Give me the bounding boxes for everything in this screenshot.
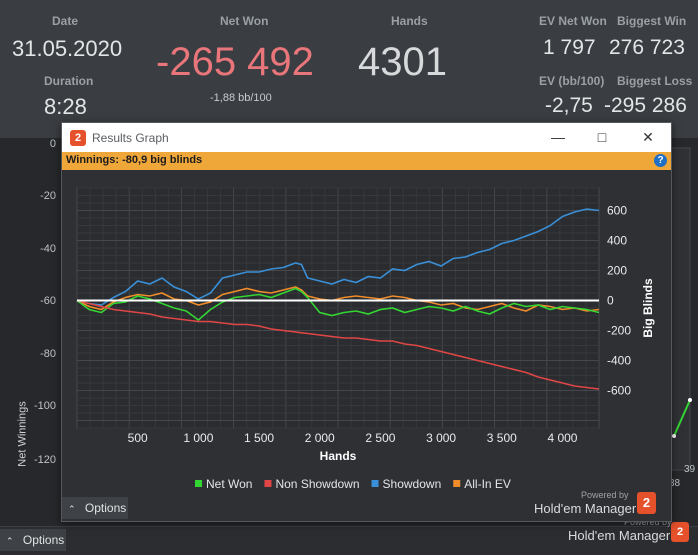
x-tick-label: 2 500 bbox=[365, 431, 395, 445]
legend-label-net-won: Net Won bbox=[206, 477, 252, 491]
x-axis-title: Hands bbox=[320, 449, 357, 463]
x-tick-label: 1 500 bbox=[244, 431, 274, 445]
ev-bb100-value: -2,75 bbox=[545, 94, 593, 117]
biggest-loss-label: Biggest Loss bbox=[617, 74, 693, 88]
bg-ytick: -80 bbox=[40, 348, 56, 360]
y-tick-label: -200 bbox=[607, 324, 631, 338]
bg-ytick: -120 bbox=[33, 454, 56, 466]
legend-label-showdown: Showdown bbox=[383, 477, 442, 491]
date-value: 31.05.2020 bbox=[12, 36, 123, 61]
window-title: Results Graph bbox=[92, 131, 169, 145]
y-tick-label: 200 bbox=[607, 264, 627, 278]
series-line-showdown bbox=[76, 208, 600, 306]
window-titlebar[interactable]: 2 Results Graph — □ ✕ bbox=[62, 123, 671, 152]
x-tick-label: 3 000 bbox=[426, 431, 456, 445]
winnings-banner: Winnings: -80,9 big blinds ? bbox=[62, 152, 671, 170]
bottom-brand: Hold'em Manager bbox=[568, 528, 671, 543]
y-tick-label: -400 bbox=[607, 354, 631, 368]
bg-xtick: 39 bbox=[684, 464, 696, 475]
brand-name: Hold'em Manager bbox=[534, 501, 637, 516]
duration-value: 8:28 bbox=[44, 94, 87, 119]
bottom-bar: ⌃ Options Powered by Hold'em Manager 2 bbox=[0, 517, 698, 555]
chevron-up-icon: ⌃ bbox=[68, 504, 76, 514]
net-won-label: Net Won bbox=[220, 14, 269, 28]
x-tick-label: 500 bbox=[128, 431, 148, 445]
results-chart: 500 1 000 1 500 2 000 2 500 3 000 3 500 4 000 60… bbox=[76, 187, 655, 491]
options-button[interactable]: ⌃ Options bbox=[62, 497, 128, 519]
duration-label: Duration bbox=[44, 74, 94, 88]
bg-ytick: -20 bbox=[40, 190, 56, 202]
ev-net-won-value: 1 797 bbox=[543, 36, 596, 59]
plot-area: 500 1 000 1 500 2 000 2 500 3 000 3 500 4 000 60… bbox=[62, 170, 671, 521]
stats-panel: Date 31.05.2020 Duration 8:28 Net Won -2… bbox=[0, 0, 698, 138]
bottom-options-label: Options bbox=[22, 533, 65, 547]
legend-label-all-in-ev: All-In EV bbox=[464, 477, 511, 491]
net-won-value: -265 492 bbox=[156, 40, 314, 84]
y-tick-label: 600 bbox=[607, 204, 627, 218]
legend-swatch-all-in-ev bbox=[453, 480, 461, 487]
y-tick-label: 400 bbox=[607, 234, 627, 248]
bottom-powered-by: Powered by bbox=[624, 517, 672, 527]
chevron-up-icon: ⌃ bbox=[6, 536, 14, 546]
hands-label: Hands bbox=[391, 14, 428, 28]
bg-ytick: -100 bbox=[33, 400, 56, 412]
powered-by: Powered by bbox=[581, 490, 629, 500]
legend-label-non-showdown: Non Showdown bbox=[275, 477, 359, 491]
help-icon[interactable]: ? bbox=[654, 154, 667, 167]
y-tick-label: -600 bbox=[607, 384, 631, 398]
biggest-loss-value: -295 286 bbox=[604, 94, 687, 117]
bottom-options-button[interactable]: ⌃ Options bbox=[0, 529, 66, 551]
x-tick-label: 3 500 bbox=[487, 431, 517, 445]
biggest-win-value: 276 723 bbox=[609, 36, 685, 59]
y-tick-label: 0 bbox=[607, 294, 614, 308]
series-line-non-showdown bbox=[76, 299, 600, 390]
options-label: Options bbox=[84, 501, 127, 515]
maximize-icon[interactable]: □ bbox=[597, 129, 607, 145]
bg-chart-svg bbox=[667, 147, 692, 471]
bg-ytick: 0 bbox=[49, 138, 56, 150]
ev-bb100-label: EV (bb/100) bbox=[539, 74, 605, 88]
bg-xtick: 38 bbox=[669, 478, 681, 489]
bg-ytick: -60 bbox=[40, 295, 56, 307]
legend-swatch-net-won bbox=[195, 480, 202, 487]
net-won-bb100: -1,88 bb/100 bbox=[210, 92, 272, 104]
biggest-win-label: Biggest Win bbox=[617, 14, 687, 28]
legend-swatch-showdown bbox=[371, 480, 379, 487]
hem-logo-icon: 2 bbox=[70, 130, 86, 146]
results-graph-window: 2 Results Graph — □ ✕ Winnings: -80,9 bi… bbox=[61, 122, 672, 522]
x-tick-label: 4 000 bbox=[547, 431, 577, 445]
winnings-text: Winnings: -80,9 big blinds bbox=[66, 154, 203, 166]
hands-value: 4301 bbox=[358, 40, 447, 84]
ev-net-won-label: EV Net Won bbox=[539, 14, 607, 28]
minimize-icon[interactable]: — bbox=[551, 129, 565, 145]
date-label: Date bbox=[52, 14, 79, 28]
bg-ytick: -40 bbox=[40, 243, 56, 255]
x-tick-label: 2 000 bbox=[305, 431, 335, 445]
series-line-net-won bbox=[76, 287, 600, 322]
hem-logo-icon: 2 bbox=[671, 522, 689, 542]
legend-swatch-non-showdown bbox=[264, 480, 272, 487]
hem-logo-icon: 2 bbox=[637, 492, 656, 514]
close-icon[interactable]: ✕ bbox=[642, 129, 654, 145]
x-tick-label: 1 000 bbox=[183, 431, 213, 445]
y-axis-title: Big Blinds bbox=[641, 278, 655, 338]
